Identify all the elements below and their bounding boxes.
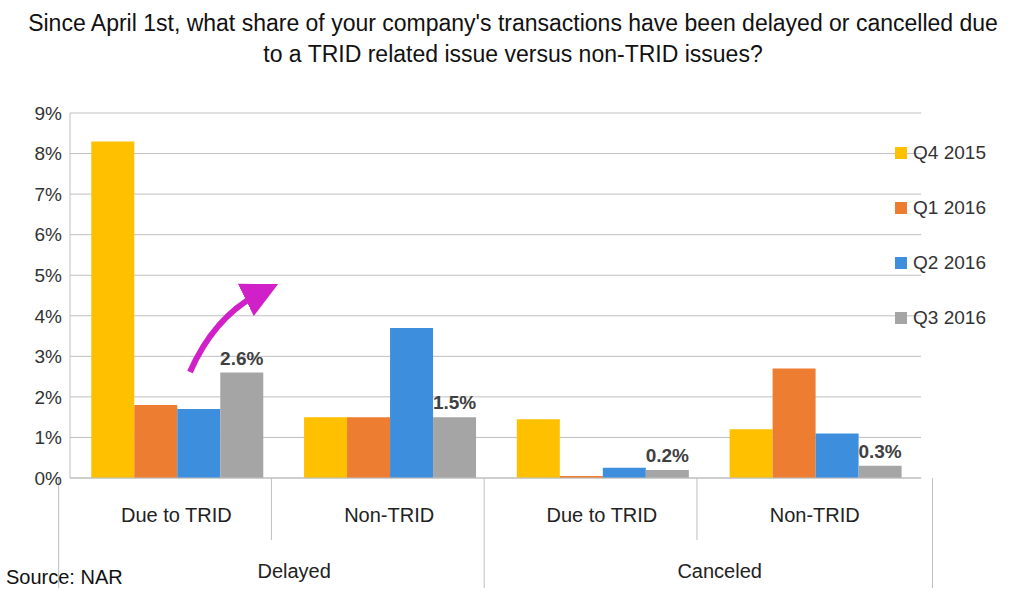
html-text:Q1 2016: Q1 2016: [913, 196, 986, 218]
html-text:Source: NAR: Source: NAR: [6, 566, 123, 588]
svg-text:0.3%: 0.3%: [858, 441, 901, 462]
svg-text:Due to TRID: Due to TRID: [547, 504, 658, 526]
svg-text:2%: 2%: [35, 387, 63, 408]
svg-text:3%: 3%: [35, 346, 63, 367]
html-text:Since April 1st, what share of: Since April 1st, what share of your comp…: [28, 10, 998, 67]
svg-text:0%: 0%: [35, 468, 63, 489]
svg-text:0.2%: 0.2%: [646, 445, 689, 466]
svg-text:4%: 4%: [35, 306, 63, 327]
svg-text:6%: 6%: [35, 224, 63, 245]
svg-text:8%: 8%: [35, 143, 63, 164]
html-text:Q3 2016: Q3 2016: [913, 306, 986, 328]
svg-text:Non-TRID: Non-TRID: [344, 504, 434, 526]
svg-text:Non-TRID: Non-TRID: [770, 504, 860, 526]
svg-text:7%: 7%: [35, 184, 63, 205]
html-text:Q2 2016: Q2 2016: [913, 251, 986, 273]
html-text:Q4 2015: Q4 2015: [913, 141, 986, 163]
svg-text:2.6%: 2.6%: [220, 348, 263, 369]
svg-text:Due to TRID: Due to TRID: [121, 504, 232, 526]
svg-text:5%: 5%: [35, 265, 63, 286]
svg-text:1.5%: 1.5%: [433, 392, 476, 413]
svg-text:Delayed: Delayed: [257, 560, 330, 582]
svg-text:Canceled: Canceled: [677, 560, 762, 582]
svg-text:9%: 9%: [35, 103, 63, 124]
svg-text:1%: 1%: [35, 427, 63, 448]
